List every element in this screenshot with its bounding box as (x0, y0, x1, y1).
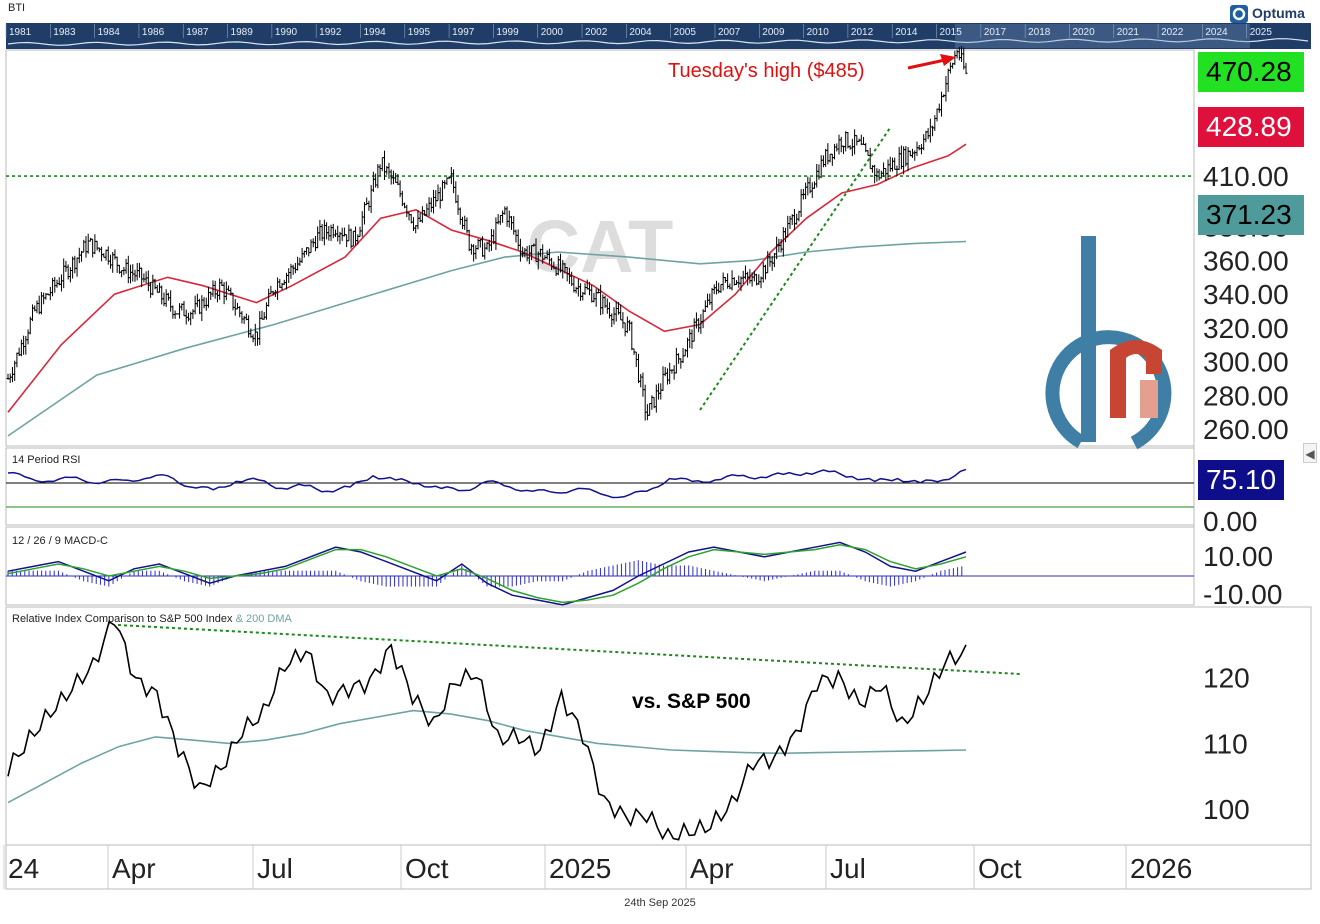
timeline-year: 2022 (1161, 27, 1184, 38)
timeline-year: 1990 (275, 27, 298, 38)
ma50-badge: 428.89 (1198, 107, 1304, 147)
date-tick-label: Jul (830, 853, 866, 884)
rsi-title: 14 Period RSI (12, 454, 80, 466)
relative-ma200-line (7, 709, 967, 804)
macd-axis-top: 10.00 (1203, 541, 1273, 572)
trendline-support (699, 127, 891, 411)
timeline-strip[interactable] (6, 23, 1311, 49)
timeline-year-labels: 1981 1983 1984 1986 1987 1989 1990 1992 1994 1995… (5, 24, 1273, 38)
timeline-year: 1984 (98, 27, 121, 38)
timeline-year: 2021 (1117, 27, 1140, 38)
rsi-line (7, 468, 967, 499)
relative-downtrend-line (117, 624, 1021, 675)
date-tick-label: Oct (978, 853, 1022, 884)
date-tick-label: 2025 (549, 853, 611, 884)
rsi-axis-zero: 0.00 (1203, 506, 1258, 537)
annotation-arrow-shaft (907, 58, 946, 70)
timeline-year: 2012 (851, 27, 874, 38)
date-tick-label: Apr (112, 853, 156, 884)
relative-line (7, 620, 967, 841)
timeline-year: 1987 (186, 27, 209, 38)
timeline-year: 1994 (363, 27, 386, 38)
timeline-selection[interactable] (955, 24, 1250, 48)
date-axis-frame (5, 844, 1312, 890)
date-tick-label: Apr (690, 853, 734, 884)
timeline-year: 2020 (1072, 27, 1095, 38)
signal-line (7, 544, 967, 604)
price-tick-label: 280.00 (1203, 380, 1289, 411)
timeline-year: 2009 (762, 27, 785, 38)
timeline-year: 1997 (452, 27, 475, 38)
timeline-year: 2018 (1028, 27, 1051, 38)
date-tick-label: Oct (405, 853, 449, 884)
timeline-year: 1992 (319, 27, 342, 38)
annotation-arrow-head (940, 54, 956, 66)
relative-tick-label: 120 (1203, 663, 1250, 694)
timeline-year: 1981 (9, 27, 32, 38)
macd-line (7, 541, 967, 606)
timeline-year: 2004 (629, 27, 652, 38)
macd-title: 12 / 26 / 9 MACD-C (12, 535, 108, 547)
timeline-year: 2002 (585, 27, 608, 38)
timeline-year: 1995 (408, 27, 431, 38)
compare-label: vs. S&P 500 (632, 690, 751, 713)
relative-title: Relative Index Comparison to S&P 500 Ind… (12, 613, 293, 625)
macd-histogram (7, 560, 963, 587)
timeline-year: 2007 (718, 27, 741, 38)
annotation-text: Tuesday's high ($485) (668, 60, 865, 82)
macd-axis-bottom: -10.00 (1203, 579, 1282, 610)
relative-axis-ticks: 100 110 120 (1203, 663, 1250, 825)
optuma-icon (1230, 5, 1248, 23)
price-tick-label: 340.00 (1203, 279, 1289, 310)
ma200-badge: 371.23 (1198, 195, 1304, 235)
date-tick-label: Jul (257, 853, 293, 884)
footer-date: 24th Sep 2025 (624, 897, 696, 909)
price-tick-label: 260.00 (1203, 414, 1289, 445)
brand-label: Optuma (1252, 5, 1305, 21)
relative-tick-label: 110 (1203, 728, 1248, 759)
price-tick-label: 300.00 (1203, 347, 1289, 378)
timeline-year: 1989 (231, 27, 254, 38)
symbol-label: BTI (8, 2, 26, 14)
timeline-year: 2010 (807, 27, 830, 38)
ma50-line (7, 143, 967, 413)
timeline-year: 1986 (142, 27, 165, 38)
timeline-year: 2024 (1205, 27, 1228, 38)
date-tick-label: 2026 (1130, 853, 1192, 884)
date-axis-labels: 24 Apr Jul Oct 2025 Apr Jul Oct 2026 (3, 845, 1192, 889)
macd-plot-frame (5, 526, 1195, 606)
ma200-line (7, 240, 967, 437)
rsi-badge: 75.10 (1198, 460, 1284, 500)
price-tick-label: 320.00 (1203, 313, 1289, 344)
brand-logo (1045, 236, 1172, 450)
timeline-history-line (7, 38, 1309, 46)
price-tick-label: 410.00 (1203, 161, 1289, 192)
price-tick-label: 360.00 (1203, 245, 1289, 276)
timeline-year: 2014 (895, 27, 918, 38)
panel-scroll-arrow[interactable]: ◀ (1303, 443, 1317, 463)
timeline-year: 1999 (496, 27, 519, 38)
timeline-year: 1983 (53, 27, 76, 38)
last-price-badge: 470.28 (1198, 52, 1304, 92)
watermark-ticker: CAT (527, 205, 674, 288)
timeline-year: 2000 (541, 27, 564, 38)
relative-tick-label: 100 (1203, 794, 1250, 825)
timeline-year: 2017 (984, 27, 1007, 38)
timeline-year: 2005 (674, 27, 697, 38)
price-bars (6, 45, 968, 421)
relative-plot-frame (5, 606, 1312, 846)
timeline-year: 2015 (940, 27, 963, 38)
timeline-year: 2025 (1250, 27, 1273, 38)
date-tick-label: 24 (8, 853, 39, 884)
price-axis-ticks: 260.00280.00300.00320.00340.00360.00380.… (1203, 110, 1289, 445)
